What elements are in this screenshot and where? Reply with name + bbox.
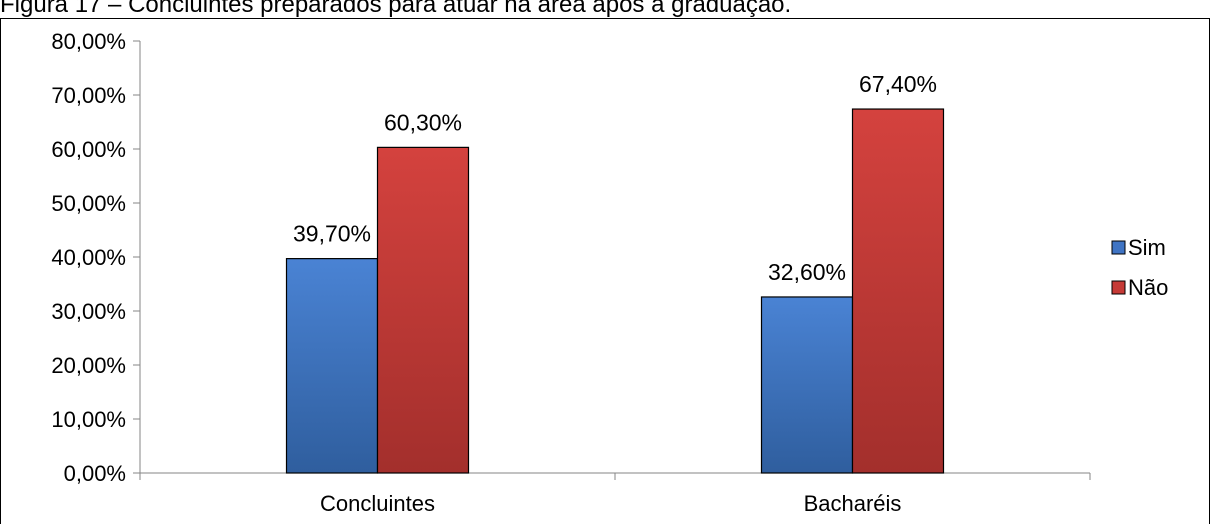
legend-label: Não — [1128, 275, 1168, 300]
y-tick-label: 30,00% — [51, 299, 126, 324]
x-category-label: Concluintes — [320, 491, 435, 516]
bar-sim-0 — [285, 258, 379, 474]
chart-frame — [0, 18, 1210, 524]
y-tick-label: 10,00% — [51, 407, 126, 432]
y-tick-label: 40,00% — [51, 245, 126, 270]
legend-label: Sim — [1128, 235, 1166, 260]
bar-não-1 — [851, 108, 945, 474]
y-tick-label: 80,00% — [51, 29, 126, 54]
bars — [285, 108, 945, 474]
x-category-label: Bacharéis — [804, 491, 902, 516]
y-tick-label: 70,00% — [51, 83, 126, 108]
bar-sim-1 — [760, 296, 854, 474]
bar-não-0 — [376, 146, 470, 474]
data-label: 60,30% — [384, 109, 462, 135]
y-tick-label: 60,00% — [51, 137, 126, 162]
data-labels: 39,70% 60,30% 32,60% 67,40% — [293, 71, 937, 285]
legend-swatch-não — [1111, 280, 1126, 295]
axes: 0,00% 10,00% 20,00% 30,00% 40,00% 50,00% 60,00… — [51, 29, 1091, 516]
data-label: 67,40% — [859, 71, 937, 97]
figure-caption: Figura 17 – Concluintes preparados para … — [0, 0, 792, 18]
y-tick-label: 20,00% — [51, 353, 126, 378]
legend-swatch-sim — [1111, 240, 1126, 255]
legend: Sim Não — [1111, 235, 1168, 300]
y-tick-label: 50,00% — [51, 191, 126, 216]
y-tick-label: 0,00% — [64, 461, 126, 486]
data-label: 39,70% — [293, 221, 371, 247]
data-label: 32,60% — [768, 259, 846, 285]
